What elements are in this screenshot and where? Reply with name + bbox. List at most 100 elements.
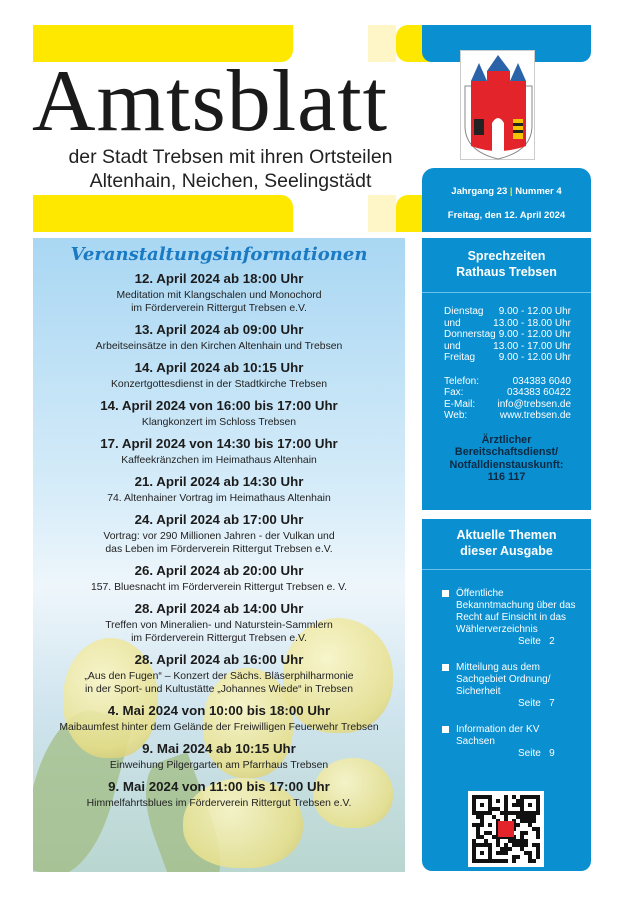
emergency-line: Notfalldienstauskunft:	[449, 458, 564, 471]
hours-table: Dienstag 9.00 - 12.00 Uhr und 13.00 - 18.00…	[422, 293, 591, 422]
event-date: 24. April 2024 ab 17:00 Uhr	[134, 512, 304, 527]
topic-page: Seite 2	[518, 636, 555, 647]
hours-row: und 13.00 - 18.00 Uhr	[444, 318, 571, 330]
contact-row-value[interactable]: www.trebsen.de	[499, 410, 571, 421]
event-description: Himmelfahrtsblues im Förderverein Ritter…	[33, 797, 405, 810]
topic-item[interactable]: Mitteilung aus dem Sachgebiet Ordnung/ S…	[442, 662, 577, 710]
tulip-image	[63, 638, 158, 758]
contact-row: Web: www.trebsen.de	[444, 410, 571, 422]
event-date: 21. April 2024 ab 14:30 Uhr	[134, 474, 304, 489]
hours-row-label: Donnerstag	[444, 329, 496, 340]
events-panel: Veranstaltungsinformationen 12. April 20…	[33, 238, 405, 872]
topic-item[interactable]: Öffentliche Bekanntmachung über das Rech…	[442, 588, 577, 648]
qr-code[interactable]	[468, 791, 544, 867]
masthead-title: Amtsblatt	[32, 53, 389, 150]
coat-of-arms	[460, 50, 535, 160]
hours-row-label: Freitag	[444, 352, 476, 363]
event-item: 17. April 2024 von 14:30 bis 17:00 Uhr Ka…	[33, 436, 405, 467]
event-text: Konzertgottesdienst in der Stadtkirche T…	[110, 379, 328, 390]
topics-heading-2: dieser Ausgabe	[460, 544, 553, 558]
event-item: 4. Mai 2024 von 10:00 bis 18:00 Uhr Maiba…	[33, 703, 405, 734]
topic-page: Seite 7	[518, 698, 555, 709]
bullet-square-icon	[442, 590, 449, 597]
event-date: 9. Mai 2024 von 11:00 bis 17:00 Uhr	[108, 779, 330, 794]
event-date: 13. April 2024 ab 09:00 Uhr	[134, 322, 304, 337]
event-description: Klangkonzert im Schloss Trebsen	[33, 416, 405, 429]
contact-row-label: Fax:	[444, 387, 464, 398]
event-date: 28. April 2024 ab 16:00 Uhr	[134, 652, 304, 667]
event-text: Klangkonzert im Schloss Trebsen	[141, 417, 297, 428]
event-text: Arbeitseinsätze in den Kirchen Altenhain…	[95, 341, 343, 352]
hours-row: Donnerstag 9.00 - 12.00 Uhr	[444, 329, 571, 341]
event-item: 26. April 2024 ab 20:00 Uhr 157. Bluesnac…	[33, 563, 405, 594]
masthead-subtitle-1: der Stadt Trebsen mit ihren Ortsteilen	[68, 146, 393, 168]
topics-box: Aktuelle Themen dieser Ausgabe Öffentlich…	[422, 519, 591, 871]
event-text: Einweihung Pilgergarten am Pfarrhaus Tre…	[109, 760, 329, 771]
event-item: 14. April 2024 ab 10:15 Uhr Konzertgottes…	[33, 360, 405, 391]
hours-row-value: 9.00 - 12.00 Uhr	[498, 306, 571, 317]
issue-info-box: Jahrgang 23 | Nummer 4 Freitag, den 12. …	[422, 168, 591, 232]
events-heading: Veranstaltungsinformationen	[70, 244, 368, 265]
contact-row: Telefon: 034383 6040	[444, 376, 571, 388]
event-description: Kaffeekränzchen im Heimathaus Altenhain	[33, 454, 405, 467]
event-date: 28. April 2024 ab 14:00 Uhr	[134, 601, 304, 616]
event-item: 21. April 2024 ab 14:30 Uhr 74. Altenhain…	[33, 474, 405, 505]
decor-stub-2	[368, 195, 396, 232]
event-date: 12. April 2024 ab 18:00 Uhr	[134, 271, 304, 286]
event-description: 157. Bluesnacht im Förderverein Rittergu…	[33, 581, 405, 594]
topic-title: Öffentliche Bekanntmachung über das Rech…	[456, 588, 576, 635]
event-description: Maibaumfest hinter dem Gelände der Freiw…	[33, 721, 405, 734]
event-text-2: im Förderverein Rittergut Trebsen e.V.	[131, 633, 307, 644]
event-text: Kaffeekränzchen im Heimathaus Altenhain	[121, 455, 317, 466]
event-item: 9. Mai 2024 von 11:00 bis 17:00 Uhr Himme…	[33, 779, 405, 810]
bottom-yellow-bar	[33, 195, 293, 232]
contact-row-value: 034383 60422	[507, 387, 571, 398]
hours-row-value: 9.00 - 12.00 Uhr	[498, 352, 571, 363]
event-text-2: das Leben im Förderverein Rittergut Treb…	[105, 544, 333, 555]
event-description: „Aus den Fugen“ – Konzert der Sächs. Blä…	[33, 670, 405, 696]
contact-row-label: Telefon:	[444, 375, 480, 387]
topics-heading-1: Aktuelle Themen	[456, 528, 557, 542]
event-item: 14. April 2024 von 16:00 bis 17:00 Uhr Kl…	[33, 398, 405, 429]
topic-title: Mitteilung aus dem Sachgebiet Ordnung/ S…	[456, 662, 551, 697]
emergency-line: Ärztlicher	[481, 433, 532, 446]
event-text-2: in der Sport- und Kultustätte „Johannes …	[85, 684, 353, 695]
event-item: 28. April 2024 ab 16:00 Uhr „Aus den Fuge…	[33, 652, 405, 696]
event-description: Treffen von Mineralien- und Naturstein-S…	[33, 619, 405, 645]
emergency-line: Bereitschaftsdienst/	[454, 446, 559, 458]
hours-row: Dienstag 9.00 - 12.00 Uhr	[444, 306, 571, 318]
event-text: Vortrag: vor 290 Millionen Jahren - der …	[103, 531, 335, 542]
office-heading-2: Rathaus Trebsen	[456, 265, 557, 279]
decor-stub	[368, 25, 396, 62]
office-hours-box: Sprechzeiten Rathaus Trebsen Dienstag 9.00…	[422, 238, 591, 510]
contact-row-value[interactable]: info@trebsen.de	[497, 398, 571, 410]
event-item: 24. April 2024 ab 17:00 Uhr Vortrag: vor …	[33, 512, 405, 556]
issue-date: Freitag, den 12. April 2024	[447, 210, 566, 221]
event-date: 17. April 2024 von 14:30 bis 17:00 Uhr	[100, 436, 338, 451]
event-description: 74. Altenhainer Vortrag im Heimathaus Al…	[33, 492, 405, 505]
topic-title: Information der KV Sachsen	[456, 724, 540, 747]
hours-row: und 13.00 - 17.00 Uhr	[444, 341, 571, 353]
event-date: 9. Mai 2024 ab 10:15 Uhr	[142, 741, 296, 756]
emergency-info: Ärztlicher Bereitschaftsdienst/Notfalldie…	[422, 434, 591, 484]
event-text: 157. Bluesnacht im Förderverein Rittergu…	[90, 582, 348, 593]
topic-item[interactable]: Information der KV Sachsen Seite 9	[442, 724, 577, 760]
event-item: 28. April 2024 ab 14:00 Uhr Treffen von M…	[33, 601, 405, 645]
hours-row-label: und	[444, 340, 461, 352]
contact-row: Fax: 034383 60422	[444, 387, 571, 399]
event-date: 14. April 2024 ab 10:15 Uhr	[134, 360, 304, 375]
contact-row-label: E-Mail:	[444, 398, 476, 410]
event-description: Meditation mit Klangschalen und Monochor…	[33, 289, 405, 315]
masthead-subtitle-2: Altenhain, Neichen, Seelingstädt	[89, 170, 372, 192]
hours-row-value: 13.00 - 18.00 Uhr	[493, 317, 571, 329]
event-date: 26. April 2024 ab 20:00 Uhr	[134, 563, 304, 578]
hours-row-value: 9.00 - 12.00 Uhr	[498, 329, 571, 340]
event-item: 13. April 2024 ab 09:00 Uhr Arbeitseinsät…	[33, 322, 405, 353]
event-text-2: im Förderverein Rittergut Trebsen e.V.	[131, 303, 307, 314]
event-date: 14. April 2024 von 16:00 bis 17:00 Uhr	[100, 398, 338, 413]
hours-row: Freitag 9.00 - 12.00 Uhr	[444, 352, 571, 364]
hours-row-label: Dienstag	[444, 306, 484, 317]
event-item: 9. Mai 2024 ab 10:15 Uhr Einweihung Pilge…	[33, 741, 405, 772]
event-text: Maibaumfest hinter dem Gelände der Freiw…	[59, 722, 379, 733]
event-text: Treffen von Mineralien- und Naturstein-S…	[105, 620, 333, 631]
